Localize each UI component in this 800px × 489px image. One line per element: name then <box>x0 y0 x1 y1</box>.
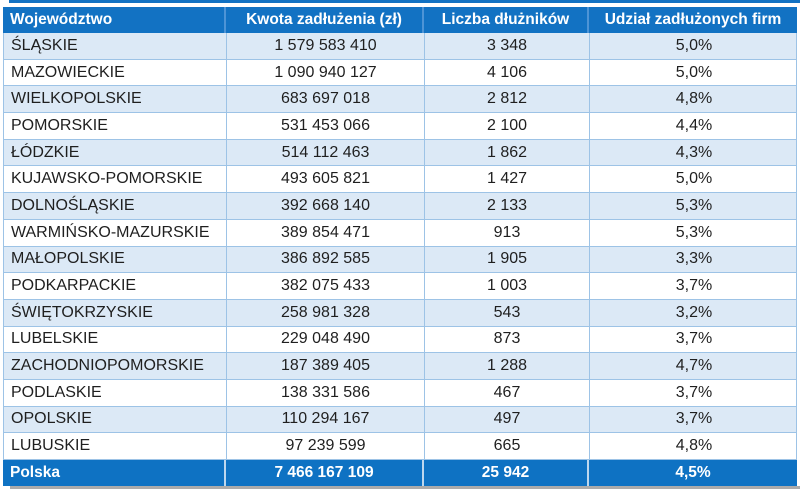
share-cell: 5,3% <box>675 196 713 214</box>
table-row: LUBELSKIE 229 048 490 873 3,7% <box>4 326 796 354</box>
share-cell: 5,0% <box>675 63 713 81</box>
debtors-cell: 2 133 <box>425 193 590 219</box>
table-row: WARMIŃSKO-MAZURSKIE 389 854 471 913 5,3% <box>4 219 796 247</box>
debtors-cell: 467 <box>425 379 590 406</box>
amount-cell: 1 090 940 127 <box>227 59 425 86</box>
column-header-voivodeship: Województwo <box>3 7 226 33</box>
region-cell: MAŁOPOLSKIE <box>4 246 227 273</box>
share-cell: 5,3% <box>675 223 713 241</box>
table-row: PODKARPACKIE 382 075 433 1 003 3,7% <box>4 273 796 300</box>
table-row: ŁÓDZKIE 514 112 463 1 862 4,3% <box>4 139 796 167</box>
debtors-cell: 3 348 <box>425 33 590 59</box>
region-cell: LUBUSKIE <box>4 433 227 459</box>
footer-share-cell: 4,5% <box>675 464 711 481</box>
debtors-cell: 1 003 <box>425 273 590 299</box>
share-cell: 5,0% <box>675 36 713 54</box>
bottom-shadow-line <box>10 486 800 489</box>
region-cell: DOLNOŚLĄSKIE <box>4 193 227 219</box>
share-cell: 4,7% <box>675 357 713 375</box>
share-cell: 3,7% <box>675 330 713 348</box>
table-row: POMORSKIE 531 453 066 2 100 4,4% <box>4 113 796 140</box>
table-row: ŚWIĘTOKRZYSKIE 258 981 328 543 3,2% <box>4 299 796 327</box>
table-body: ŚLĄSKIE 1 579 583 410 3 348 5,0% MAZOWIECKIE… <box>3 33 797 460</box>
amount-cell: 392 668 140 <box>227 193 425 219</box>
region-cell: WARMIŃSKO-MAZURSKIE <box>4 219 227 246</box>
debtors-cell: 1 862 <box>425 139 590 166</box>
region-cell: LUBELSKIE <box>4 326 227 353</box>
amount-cell: 683 697 018 <box>227 86 425 113</box>
amount-cell: 386 892 585 <box>227 246 425 273</box>
region-cell: PODLASKIE <box>4 379 227 406</box>
region-cell: ZACHODNIOPOMORSKIE <box>4 353 227 379</box>
amount-cell: 382 075 433 <box>227 273 425 299</box>
share-cell: 3,7% <box>675 277 713 295</box>
top-accent-line <box>9 0 800 3</box>
table-row: LUBUSKIE 97 239 599 665 4,8% <box>4 433 796 460</box>
voivodeship-debt-table: Województwo Kwota zadłużenia (zł) Liczba… <box>3 7 797 486</box>
debtors-cell: 665 <box>425 433 590 459</box>
table-footer-row: Polska 7 466 167 109 25 942 4,5% <box>3 460 797 486</box>
footer-debtors-cell: 25 942 <box>424 460 589 486</box>
share-cell: 3,7% <box>675 383 713 401</box>
debtors-cell: 2 812 <box>425 86 590 113</box>
region-cell: MAZOWIECKIE <box>4 59 227 86</box>
debtors-cell: 913 <box>425 219 590 246</box>
share-cell: 4,8% <box>675 437 713 455</box>
amount-cell: 258 981 328 <box>227 299 425 326</box>
region-cell: KUJAWSKO-POMORSKIE <box>4 166 227 193</box>
table-row: KUJAWSKO-POMORSKIE 493 605 821 1 427 5,0% <box>4 166 796 194</box>
footer-region-cell: Polska <box>3 460 226 486</box>
region-cell: PODKARPACKIE <box>4 273 227 299</box>
region-cell: OPOLSKIE <box>4 406 227 433</box>
amount-cell: 531 453 066 <box>227 113 425 139</box>
amount-cell: 138 331 586 <box>227 379 425 406</box>
share-cell: 4,8% <box>675 90 713 108</box>
region-cell: WIELKOPOLSKIE <box>4 86 227 113</box>
share-cell: 3,7% <box>675 410 713 428</box>
share-cell: 5,0% <box>675 170 713 188</box>
share-cell: 3,3% <box>675 250 713 268</box>
amount-cell: 493 605 821 <box>227 166 425 193</box>
table-row: DOLNOŚLĄSKIE 392 668 140 2 133 5,3% <box>4 193 796 220</box>
debtors-cell: 1 288 <box>425 353 590 379</box>
column-header-debtor-count: Liczba dłużników <box>424 7 589 33</box>
debtors-cell: 873 <box>425 326 590 353</box>
amount-cell: 229 048 490 <box>227 326 425 353</box>
table-row: OPOLSKIE 110 294 167 497 3,7% <box>4 406 796 434</box>
share-cell: 4,3% <box>675 143 713 161</box>
table-row: MAZOWIECKIE 1 090 940 127 4 106 5,0% <box>4 59 796 87</box>
footer-amount-cell: 7 466 167 109 <box>226 460 424 486</box>
table-header-row: Województwo Kwota zadłużenia (zł) Liczba… <box>3 7 797 33</box>
share-cell: 4,4% <box>675 116 713 134</box>
table-row: ZACHODNIOPOMORSKIE 187 389 405 1 288 4,7% <box>4 353 796 380</box>
table-row: PODLASKIE 138 331 586 467 3,7% <box>4 379 796 407</box>
table-row: MAŁOPOLSKIE 386 892 585 1 905 3,3% <box>4 246 796 274</box>
region-cell: ŚLĄSKIE <box>4 33 227 59</box>
debtors-cell: 1 427 <box>425 166 590 193</box>
debtors-cell: 2 100 <box>425 113 590 139</box>
amount-cell: 187 389 405 <box>227 353 425 379</box>
column-header-indebted-share: Udział zadłużonych firm <box>604 11 782 28</box>
amount-cell: 514 112 463 <box>227 139 425 166</box>
debtors-cell: 4 106 <box>425 59 590 86</box>
region-cell: POMORSKIE <box>4 113 227 139</box>
share-cell: 3,2% <box>675 303 713 321</box>
debtors-cell: 1 905 <box>425 246 590 273</box>
amount-cell: 1 579 583 410 <box>227 33 425 59</box>
amount-cell: 97 239 599 <box>227 433 425 459</box>
region-cell: ŁÓDZKIE <box>4 139 227 166</box>
table-row: WIELKOPOLSKIE 683 697 018 2 812 4,8% <box>4 86 796 114</box>
debtors-cell: 543 <box>425 299 590 326</box>
amount-cell: 389 854 471 <box>227 219 425 246</box>
amount-cell: 110 294 167 <box>227 406 425 433</box>
column-header-debt-amount: Kwota zadłużenia (zł) <box>226 7 424 33</box>
debtors-cell: 497 <box>425 406 590 433</box>
table-row: ŚLĄSKIE 1 579 583 410 3 348 5,0% <box>4 33 796 60</box>
region-cell: ŚWIĘTOKRZYSKIE <box>4 299 227 326</box>
